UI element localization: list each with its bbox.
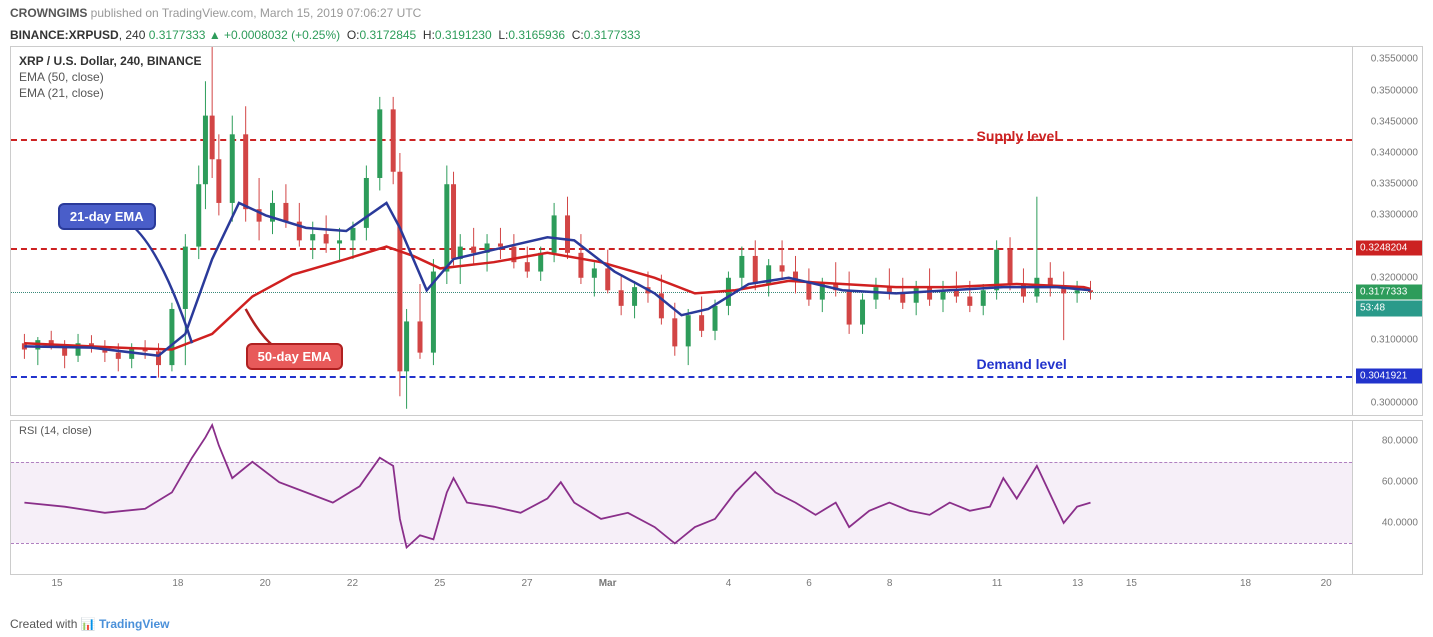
rsi-line [11, 421, 1352, 574]
price-y-axis: 0.35500000.35000000.34500000.34000000.33… [1352, 47, 1422, 415]
price-chart[interactable]: XRP / U.S. Dollar, 240, BINANCE EMA (50,… [10, 46, 1423, 416]
rsi-panel[interactable]: RSI (14, close) 80.000060.000040.0000 [10, 420, 1423, 575]
header: CROWNGIMS published on TradingView.com, … [0, 0, 1433, 26]
overlay-lines [11, 47, 1352, 415]
footer: Created with 📊 TradingView [10, 617, 169, 631]
rsi-y-axis: 80.000060.000040.0000 [1352, 421, 1422, 574]
author: CROWNGIMS [10, 6, 87, 20]
x-axis: 151820222527Mar4681113151820 [10, 578, 1353, 598]
rsi-title: RSI (14, close) [19, 425, 92, 437]
chart-legend: XRP / U.S. Dollar, 240, BINANCE EMA (50,… [19, 53, 202, 101]
ticker-line: BINANCE:XRPUSD, 240 0.3177333 ▲ +0.00080… [0, 26, 1433, 44]
